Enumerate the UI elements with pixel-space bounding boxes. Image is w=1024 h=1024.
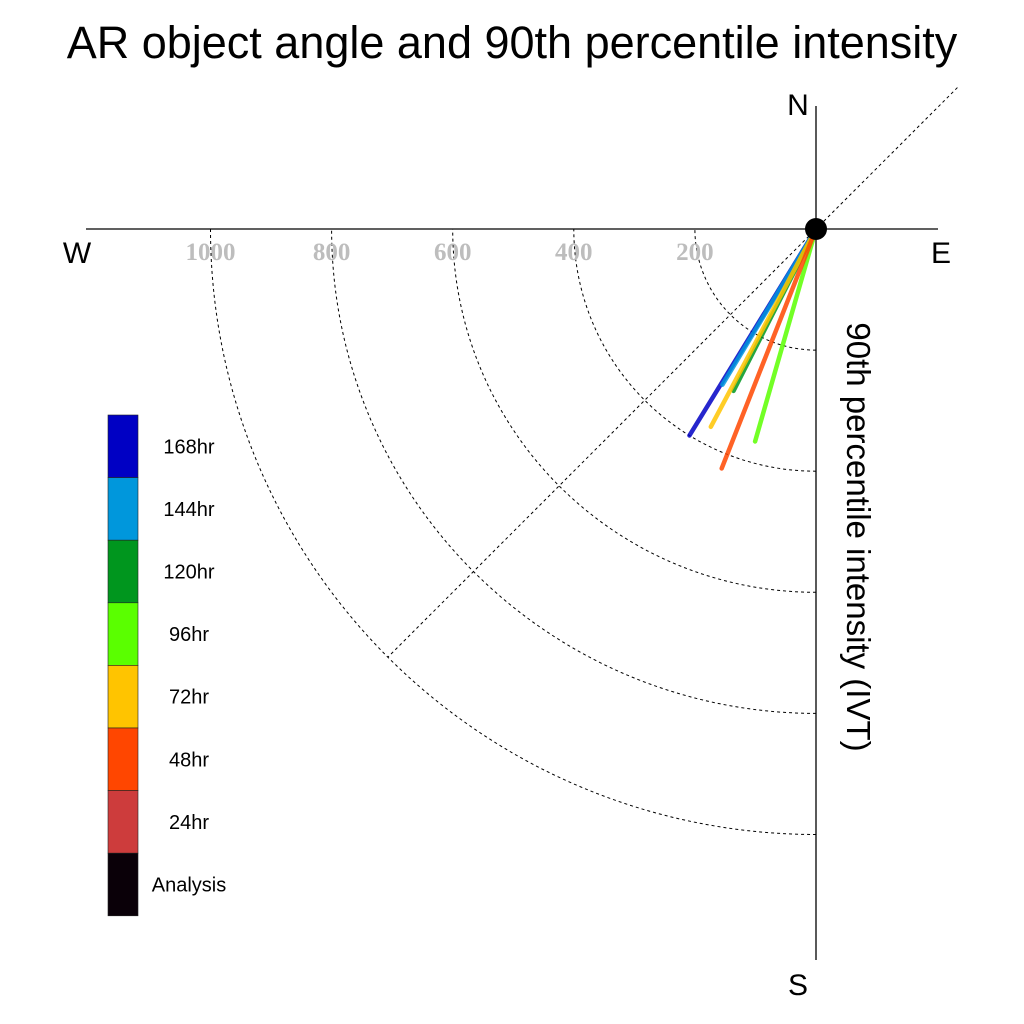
legend-swatch-168hr <box>107 414 139 478</box>
grid-arc <box>210 228 817 835</box>
legend-swatch-144hr <box>107 477 139 541</box>
legend-swatch-96hr <box>107 602 139 666</box>
legend-swatch-72hr <box>107 665 139 729</box>
grid-arc <box>452 228 817 593</box>
legend-swatch-48hr <box>107 727 139 791</box>
y-axis-label: 90th percentile intensity (IVT) <box>840 322 877 751</box>
chart-title: AR object angle and 90th percentile inte… <box>67 17 958 68</box>
compass-north: N <box>787 89 809 122</box>
legend-swatch-120hr <box>107 539 139 604</box>
legend-label: 72hr <box>169 687 209 709</box>
radial-tick-label: 200 <box>676 239 714 266</box>
legend-label: 168hr <box>163 436 214 458</box>
legend-label: 96hr <box>169 624 209 646</box>
grid-arc <box>573 228 817 472</box>
radial-tick-label: 1000 <box>186 239 236 266</box>
vector-48hr <box>719 226 819 471</box>
origin-marker <box>805 218 827 240</box>
radial-tick-label: 400 <box>555 239 593 266</box>
forecast-vectors <box>687 226 819 471</box>
compass-south: S <box>788 969 808 1002</box>
legend-label: 24hr <box>169 812 209 834</box>
compass-west: W <box>63 237 92 270</box>
legend-label: 48hr <box>169 749 209 771</box>
grid-arc <box>694 228 817 351</box>
vector-72hr <box>708 226 819 430</box>
compass-east: E <box>931 237 951 270</box>
legend-label: 120hr <box>163 562 214 584</box>
legend-label: 144hr <box>163 499 214 521</box>
radial-tick-label: 800 <box>313 239 351 266</box>
grid-diagonal <box>387 87 958 658</box>
legend: 168hr 144hr 120hr 96hr 72hr 48hr 24hr Analysis <box>107 414 226 917</box>
legend-label: Analysis <box>152 875 226 897</box>
radial-tick-label: 600 <box>434 239 472 266</box>
grid <box>210 87 958 835</box>
radial-tick-labels: 200 400 600 800 1000 <box>186 239 714 266</box>
legend-swatch-24hr <box>107 790 139 854</box>
legend-swatch-analysis <box>107 852 139 917</box>
vector-96hr <box>752 226 819 444</box>
